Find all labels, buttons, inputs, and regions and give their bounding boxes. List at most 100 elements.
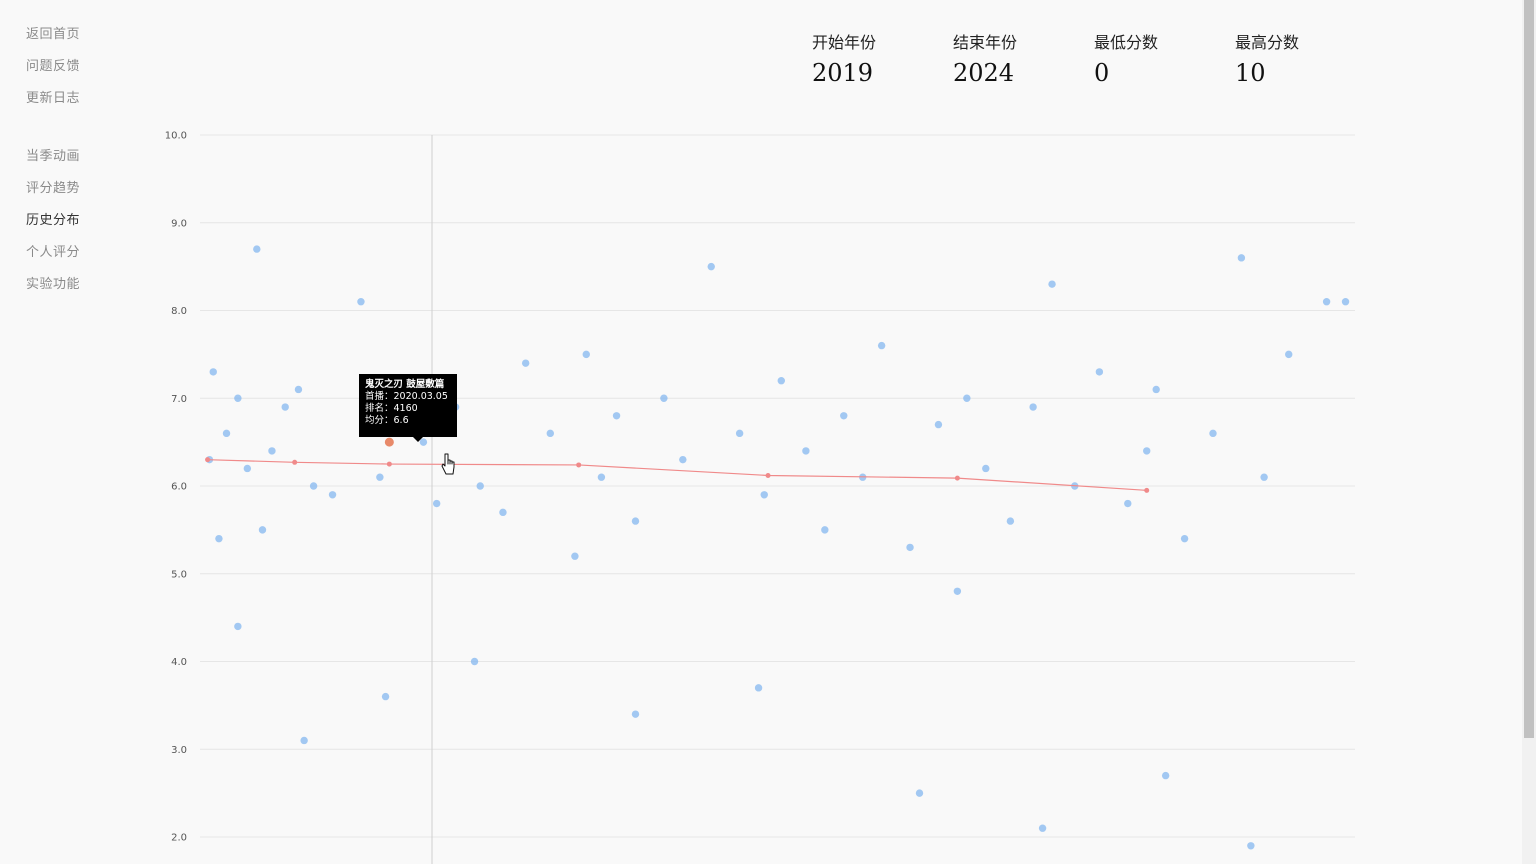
trend-point: [576, 462, 582, 468]
sidebar-nav: 返回首页 问题反馈 更新日志 当季动画 评分趋势 历史分布 个人评分 实验功能: [26, 26, 126, 308]
trend-point: [205, 457, 211, 463]
data-point[interactable]: [821, 526, 829, 534]
data-point[interactable]: [906, 543, 914, 552]
data-point[interactable]: [1095, 368, 1104, 376]
data-point[interactable]: [253, 245, 261, 253]
data-point[interactable]: [215, 534, 223, 543]
data-point[interactable]: [915, 789, 924, 797]
trend-point: [292, 459, 298, 465]
filter-stats: 开始年份 2019 结束年份 2024 最低分数 0 最高分数 10: [812, 32, 1376, 89]
data-point[interactable]: [1209, 429, 1217, 438]
data-point[interactable]: [1038, 824, 1047, 832]
nav-current-season[interactable]: 当季动画: [26, 149, 81, 164]
data-point[interactable]: [521, 359, 530, 367]
data-point[interactable]: [631, 710, 640, 718]
stat-min-score-value[interactable]: 0: [1094, 59, 1110, 87]
data-point[interactable]: [877, 341, 886, 350]
data-point[interactable]: [660, 394, 668, 402]
data-point[interactable]: [499, 508, 507, 517]
data-point[interactable]: [300, 736, 308, 745]
data-point[interactable]: [1180, 534, 1189, 543]
data-point[interactable]: [707, 262, 715, 271]
nav-personal-rating[interactable]: 个人评分: [26, 245, 81, 260]
nav-rating-trend[interactable]: 评分趋势: [26, 181, 81, 196]
data-point[interactable]: [1341, 298, 1350, 306]
data-point[interactable]: [546, 429, 554, 438]
data-point[interactable]: [1152, 385, 1160, 394]
data-point[interactable]: [840, 412, 848, 420]
data-point[interactable]: [268, 447, 276, 455]
stat-start-year-value[interactable]: 2019: [812, 59, 874, 87]
data-point[interactable]: [597, 473, 606, 481]
nav-changelog[interactable]: 更新日志: [26, 91, 81, 106]
tooltip-score: 均分：6.6: [365, 415, 409, 426]
stat-end-year-value[interactable]: 2024: [953, 59, 1015, 87]
data-point[interactable]: [470, 657, 479, 666]
data-point[interactable]: [1285, 350, 1293, 359]
stat-max-score-value[interactable]: 10: [1235, 59, 1266, 87]
data-point[interactable]: [258, 526, 267, 534]
data-point[interactable]: [234, 394, 242, 402]
data-point[interactable]: [1322, 298, 1331, 306]
y-tick-label: 7.0: [171, 394, 187, 405]
data-point[interactable]: [679, 455, 687, 464]
y-tick-label: 4.0: [171, 657, 187, 668]
data-point[interactable]: [281, 403, 289, 411]
chart-trend: [205, 457, 1150, 493]
data-point[interactable]: [476, 482, 484, 490]
data-point[interactable]: [612, 412, 621, 420]
data-point[interactable]: [1124, 499, 1132, 508]
data-point[interactable]: [381, 692, 390, 701]
data-point[interactable]: [1247, 842, 1255, 850]
nav-experimental[interactable]: 实验功能: [26, 277, 81, 292]
stat-max-score[interactable]: 最高分数 10: [1235, 32, 1376, 89]
data-point[interactable]: [953, 587, 962, 595]
data-point[interactable]: [234, 622, 242, 631]
y-tick-label: 2.0: [171, 833, 187, 844]
stat-end-year[interactable]: 结束年份 2024: [953, 32, 1094, 89]
chart-grid: 2.0 3.0 4.0 5.0 6.0 7.0 8.0 9.0 10.0: [165, 131, 1355, 844]
data-point[interactable]: [777, 377, 785, 385]
data-point[interactable]: [309, 482, 318, 490]
scrollbar-thumb[interactable]: [1524, 0, 1534, 738]
nav-history-distribution[interactable]: 历史分布: [26, 213, 81, 228]
data-point[interactable]: [209, 368, 217, 376]
stat-min-score[interactable]: 最低分数 0: [1094, 32, 1235, 89]
data-point[interactable]: [802, 447, 810, 455]
data-point[interactable]: [1161, 771, 1170, 780]
data-point[interactable]: [760, 491, 768, 499]
tooltip-title: 鬼灭之刃 鼓屋敷篇: [365, 379, 445, 390]
data-point[interactable]: [735, 429, 744, 438]
data-point[interactable]: [222, 429, 231, 438]
page-scrollbar[interactable]: [1522, 0, 1536, 864]
data-point[interactable]: [934, 420, 943, 429]
chart-points[interactable]: [205, 245, 1350, 850]
data-point[interactable]: [432, 499, 441, 508]
nav-feedback[interactable]: 问题反馈: [26, 59, 81, 74]
data-point[interactable]: [294, 385, 303, 394]
data-point[interactable]: [963, 394, 971, 402]
data-point[interactable]: [328, 491, 337, 499]
tooltip-rank: 排名：4160: [365, 403, 418, 414]
highlighted-point[interactable]: [384, 437, 394, 447]
stat-max-score-label: 最高分数: [1235, 33, 1300, 52]
data-point[interactable]: [754, 684, 763, 692]
data-point[interactable]: [571, 552, 579, 560]
data-point[interactable]: [376, 473, 384, 481]
data-point[interactable]: [582, 350, 590, 359]
data-point[interactable]: [243, 464, 252, 473]
data-point[interactable]: [1143, 447, 1151, 455]
data-point[interactable]: [357, 298, 365, 306]
data-point[interactable]: [1237, 254, 1246, 262]
nav-home[interactable]: 返回首页: [26, 27, 81, 42]
y-tick-label: 9.0: [171, 218, 187, 229]
stat-start-year[interactable]: 开始年份 2019: [812, 32, 953, 89]
data-point[interactable]: [1260, 473, 1268, 481]
data-point[interactable]: [1048, 280, 1056, 288]
data-point[interactable]: [631, 517, 640, 525]
stat-min-score-label: 最低分数: [1094, 33, 1159, 52]
data-point[interactable]: [1029, 403, 1037, 411]
data-point[interactable]: [982, 464, 990, 473]
data-point[interactable]: [1006, 517, 1015, 525]
